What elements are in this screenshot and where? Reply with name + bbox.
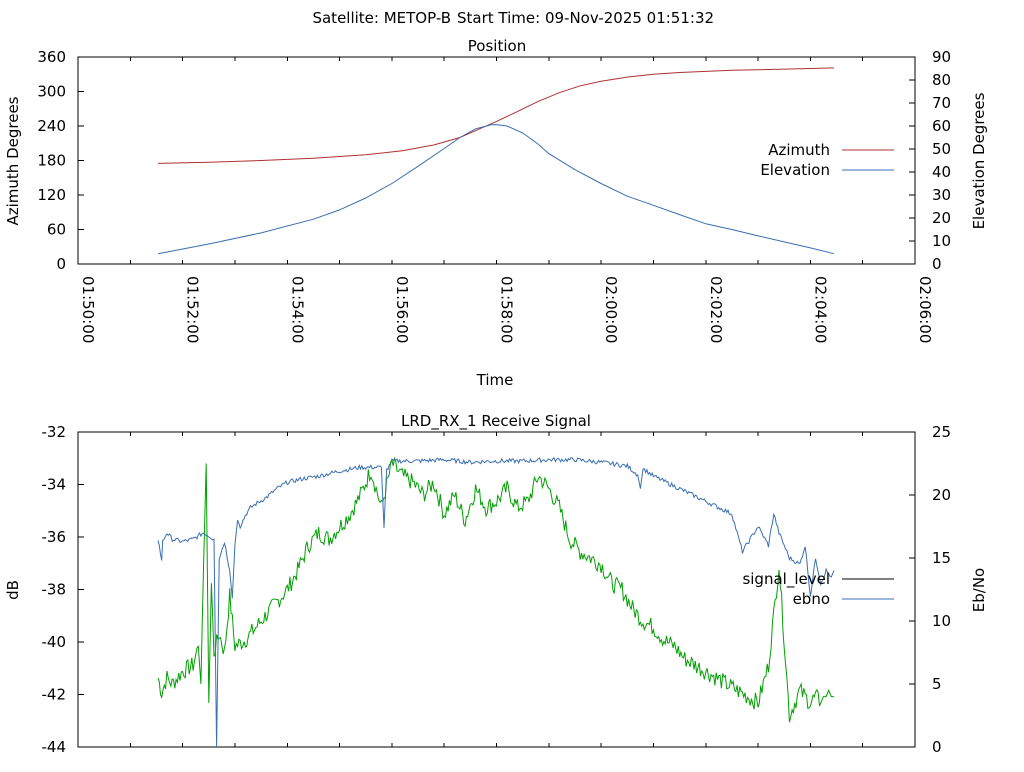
signal-y2-tick-label: 15 [932,549,951,567]
position-x-tick-label: 01:52:00 [184,276,202,343]
azimuth-line [157,67,834,164]
position-y2-tick-label: 0 [932,255,942,273]
signal-y2-axis-label: Eb/No [970,568,988,612]
position-legend-label: Azimuth [768,141,830,159]
elevation-line [157,124,835,255]
position-y-tick-label: 180 [37,152,66,170]
signal-y2-tick-label: 10 [932,612,951,630]
position-y2-tick-label: 60 [932,117,951,135]
position-y2-tick-label: 50 [932,140,951,158]
position-y-axis-label: Azimuth Degrees [4,96,22,225]
position-y-tick-label: 300 [37,83,66,101]
position-y2-tick-label: 80 [932,71,951,89]
position-x-tick-label: 02:06:00 [916,276,934,343]
position-y-tick-label: 360 [37,48,66,66]
signal-chart-title: LRD_RX_1 Receive Signal [401,412,591,431]
position-y-tick-label: 120 [37,186,66,204]
signal-y-tick-label: -36 [42,528,67,546]
signal-legend-label: signal_level [742,570,830,589]
position-x-tick-label: 02:00:00 [602,276,620,343]
signal-y2-tick-label: 0 [932,738,942,756]
signal-legend-label: ebno [793,590,830,608]
position-y2-tick-label: 20 [932,209,951,227]
position-y2-tick-label: 70 [932,94,951,112]
position-chart-title: Position [468,37,526,55]
position-x-tick-label: 02:04:00 [811,276,829,343]
signal-y-tick-label: -38 [42,581,67,599]
ebno-line [157,456,835,748]
signal-y-tick-label: -40 [42,633,67,651]
signal-y2-tick-label: 20 [932,486,951,504]
signal-y-tick-label: -32 [42,423,67,441]
position-x-tick-label: 01:50:00 [79,276,97,343]
signal-y-axis-label: dB [4,580,22,600]
signal-y2-tick-label: 5 [932,675,942,693]
position-legend-label: Elevation [760,161,830,179]
ebno-green-line [157,456,834,723]
satellite-label: Satellite: METOP-B [312,9,451,27]
position-y2-tick-label: 90 [932,48,951,66]
position-y2-tick-label: 40 [932,163,951,181]
position-x-tick-label: 01:58:00 [498,276,516,343]
signal-y-tick-label: -42 [42,686,67,704]
position-y2-tick-label: 30 [932,186,951,204]
position-x-axis-label: Time [476,371,514,389]
position-y-tick-label: 0 [56,255,66,273]
position-y-tick-label: 240 [37,117,66,135]
position-x-tick-label: 01:56:00 [393,276,411,343]
signal-y-tick-label: -44 [42,738,67,756]
signal-plot-frame [77,431,916,748]
signal-y2-tick-label: 25 [932,423,951,441]
start-time-label: Start Time: 09-Nov-2025 01:51:32 [457,9,714,27]
position-x-tick-label: 01:54:00 [288,276,306,343]
signal-y-tick-label: -34 [42,476,67,494]
position-x-tick-label: 02:02:00 [707,276,725,343]
position-y2-tick-label: 10 [932,232,951,250]
position-y-tick-label: 60 [47,221,66,239]
position-y2-axis-label: Elevation Degrees [970,92,988,229]
